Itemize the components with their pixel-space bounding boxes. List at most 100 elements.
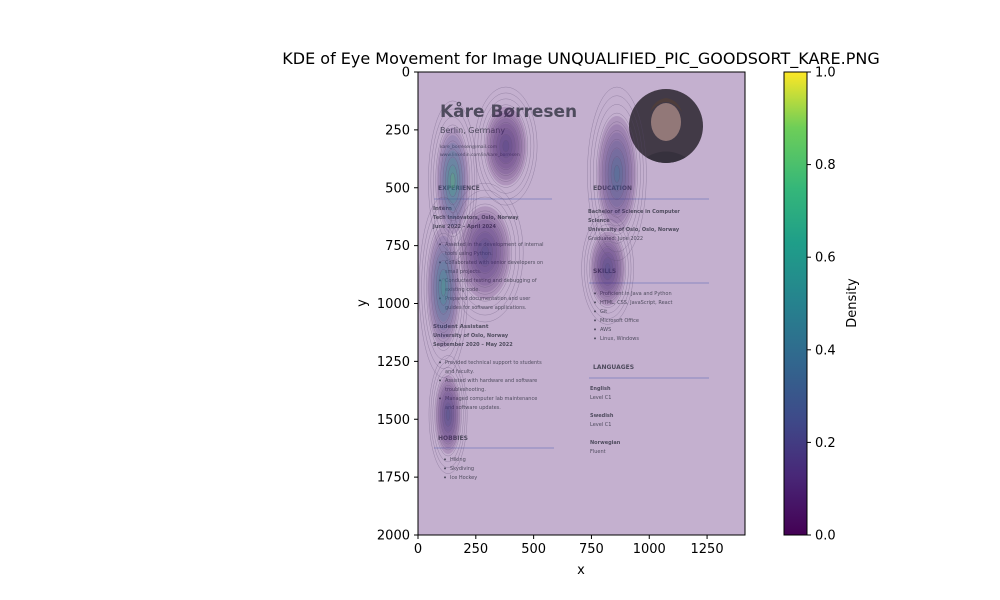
- kde-contour-ring: [444, 402, 453, 427]
- bullet-dot: [594, 337, 596, 340]
- kde-contour-ring: [581, 213, 634, 325]
- y-tick-label: 1000: [377, 297, 410, 312]
- kde-contour-ring: [602, 257, 614, 281]
- kde-contour-ring: [474, 86, 538, 206]
- kde-contour-ring: [477, 92, 535, 200]
- kde-contour-ring: [435, 124, 470, 237]
- kde-density-blob: [605, 263, 611, 275]
- kde-contour-ring: [477, 238, 493, 267]
- kde-contour-ring: [597, 246, 619, 292]
- kde-contour-ring: [590, 95, 644, 253]
- kde-contour-ring: [502, 139, 510, 153]
- kde-contour-ring: [610, 156, 623, 192]
- kde-density-blob: [448, 165, 458, 197]
- kde-contour-ring: [432, 367, 464, 463]
- kde-contour-ring: [445, 408, 451, 421]
- kde-contour-ring: [601, 130, 632, 218]
- kde-contour-ring: [440, 278, 447, 297]
- colorbar-gradient: [783, 71, 808, 536]
- cv-education-heading: EDUCATION: [593, 185, 632, 192]
- cv-hobby: Ice Hockey: [450, 475, 477, 481]
- kde-density-blob: [485, 106, 527, 186]
- kde-contour-ring: [438, 384, 458, 445]
- kde-contour-ring: [483, 104, 528, 188]
- kde-contour-ring: [446, 182, 524, 323]
- kde-contour-ring: [598, 121, 635, 227]
- bullet-dot: [594, 292, 596, 295]
- colorbar-tick-label: 0.2: [815, 436, 836, 451]
- kde-density-blob: [441, 142, 465, 219]
- colorbar-tick-label: 0.0: [815, 529, 836, 544]
- y-tick-label: 1500: [377, 413, 410, 428]
- y-axis: 0 250 500 750 1000 1250 1500 1750 2000: [377, 66, 418, 544]
- cv-education-list: Bachelor of Science in Computer Science Un…: [588, 209, 680, 242]
- kde-density-blob: [597, 247, 618, 290]
- cv-job2-dates: September 2020 – May 2022: [433, 342, 513, 348]
- y-axis-label: y: [355, 299, 370, 307]
- cv-hobby: Skydiving: [450, 466, 474, 472]
- kde-density-blob: [444, 403, 452, 426]
- kde-density-blob: [499, 134, 512, 158]
- kde-contour-ring: [586, 224, 629, 314]
- colorbar: 0.0 0.2 0.4 0.6 0.8 1.0 Density: [783, 66, 860, 544]
- bullet-dot: [444, 476, 446, 479]
- cv-skills-list: Proficient in Java and Python HTML, CSS, …: [594, 291, 672, 342]
- kde-contour-ring: [486, 110, 525, 182]
- kde-contour-ring: [458, 203, 512, 302]
- cv-skills-heading: SKILLS: [593, 268, 616, 275]
- kde-contour-ring: [607, 147, 626, 201]
- cv-experience-heading: EXPERIENCE: [438, 185, 480, 192]
- kde-density-blob: [597, 115, 637, 232]
- kde-density-blob: [595, 242, 621, 296]
- kde-contour-ring: [436, 379, 460, 451]
- bullet-dot: [439, 243, 441, 246]
- kde-contour-ring: [430, 108, 475, 253]
- cv-job1-bullet: Assisted in the development of internal: [445, 242, 544, 248]
- kde-contour-ring: [454, 196, 516, 309]
- kde-contour-ring: [421, 205, 466, 369]
- kde-contour-ring: [604, 263, 611, 275]
- bullet-dot: [444, 467, 446, 470]
- cv-language-name: English: [590, 386, 611, 392]
- bullet-dot: [444, 458, 446, 461]
- plot-area: Kåre Børresen Berlin, Germany kare_borre…: [418, 72, 745, 535]
- cv-skill: Proficient in Java and Python: [600, 291, 672, 297]
- kde-contour-ring: [447, 164, 458, 197]
- colorbar-tick-label: 0.8: [815, 158, 836, 173]
- kde-contour-lines: [418, 86, 647, 474]
- x-tick-label: 500: [521, 542, 546, 557]
- cv-job2-bullets: Provided technical support to students an…: [439, 360, 542, 411]
- y-tick-label: 1750: [377, 471, 410, 486]
- cv-job1-company: Tech Innovators, Oslo, Norway: [433, 215, 519, 221]
- kde-contour-ring: [496, 128, 516, 164]
- kde-contour-ring: [433, 116, 473, 245]
- cv-language-list: English Level C1 Swedish Level C1 Norwegian F…: [590, 386, 621, 455]
- kde-density-blob: [481, 245, 489, 260]
- cv-job2-bullet: and software updates.: [445, 405, 501, 411]
- kde-density-blob: [443, 150, 462, 212]
- kde-density-blob: [491, 117, 521, 175]
- kde-contour-ring: [440, 140, 466, 221]
- kde-contour-ring: [480, 98, 532, 194]
- bullet-dot: [439, 279, 441, 282]
- cv-languages-heading: LANGUAGES: [593, 364, 634, 371]
- kde-contour-ring: [593, 104, 641, 244]
- cv-hobby-list: Hiking Skydiving Ice Hockey: [444, 457, 477, 481]
- kde-contour-ring: [438, 269, 449, 306]
- kde-contour-ring: [442, 148, 463, 213]
- kde-contour-ring: [584, 218, 632, 319]
- kde-contour-ring: [450, 172, 456, 189]
- kde-density-blob: [450, 173, 456, 189]
- x-tick-label: 1000: [633, 542, 666, 557]
- kde-density-blob: [611, 157, 623, 191]
- cv-job2-bullet: Assisted with hardware and software: [445, 378, 537, 384]
- kde-contour-ring: [499, 134, 513, 159]
- kde-density-blob: [441, 278, 446, 296]
- kde-contour-ring: [431, 241, 456, 333]
- x-tick-label: 250: [463, 542, 488, 557]
- cv-education-line: Graduated: June 2022: [588, 236, 643, 242]
- kde-contour-ring: [423, 214, 464, 360]
- kde-density-blob: [438, 270, 449, 305]
- kde-contour-ring: [445, 156, 461, 205]
- colorbar-tick-label: 1.0: [815, 66, 836, 81]
